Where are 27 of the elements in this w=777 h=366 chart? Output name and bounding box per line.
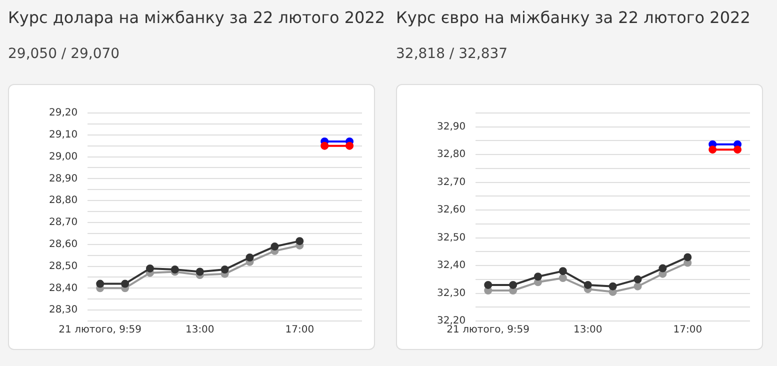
y-tick-label: 28,80: [48, 195, 78, 206]
y-tick-label: 28,30: [48, 304, 78, 316]
x-tick-label: 13:00: [185, 324, 214, 336]
x-tick-label: 13:00: [573, 324, 602, 336]
chart-title: Курс долара на міжбанку за 22 лютого 2022: [8, 8, 386, 27]
x-tick-label: 21 лютого, 9:59: [446, 324, 530, 336]
y-tick-label: 32,80: [436, 149, 466, 160]
x-tick-label: 21 лютого, 9:59: [58, 324, 142, 336]
y-tick-label: 28,50: [48, 260, 78, 272]
x-tick-label: 17:00: [673, 324, 702, 336]
y-tick-label: 29,00: [48, 151, 78, 162]
y-tick-label: 28,90: [48, 173, 78, 184]
y-tick-label: 32,50: [436, 232, 466, 244]
y-tick-label: 29,20: [48, 108, 78, 119]
y-tick-label: 32,30: [436, 288, 466, 299]
chart-subtitle: 29,050 / 29,070: [8, 46, 120, 62]
y-tick-label: 32,90: [436, 121, 466, 132]
y-tick-label: 32,60: [436, 204, 466, 216]
y-tick-label: 32,70: [436, 176, 466, 188]
y-tick-label: 28,40: [48, 282, 78, 294]
y-tick-label: 28,70: [48, 217, 78, 228]
chart-title: Курс євро на міжбанку за 22 лютого 2022: [396, 8, 750, 27]
y-tick-label: 32,40: [436, 260, 466, 272]
y-tick-label: 28,60: [48, 238, 78, 250]
x-tick-label: 17:00: [285, 324, 314, 336]
y-tick-label: 29,10: [48, 129, 78, 140]
chart-subtitle: 32,818 / 32,837: [396, 46, 508, 62]
